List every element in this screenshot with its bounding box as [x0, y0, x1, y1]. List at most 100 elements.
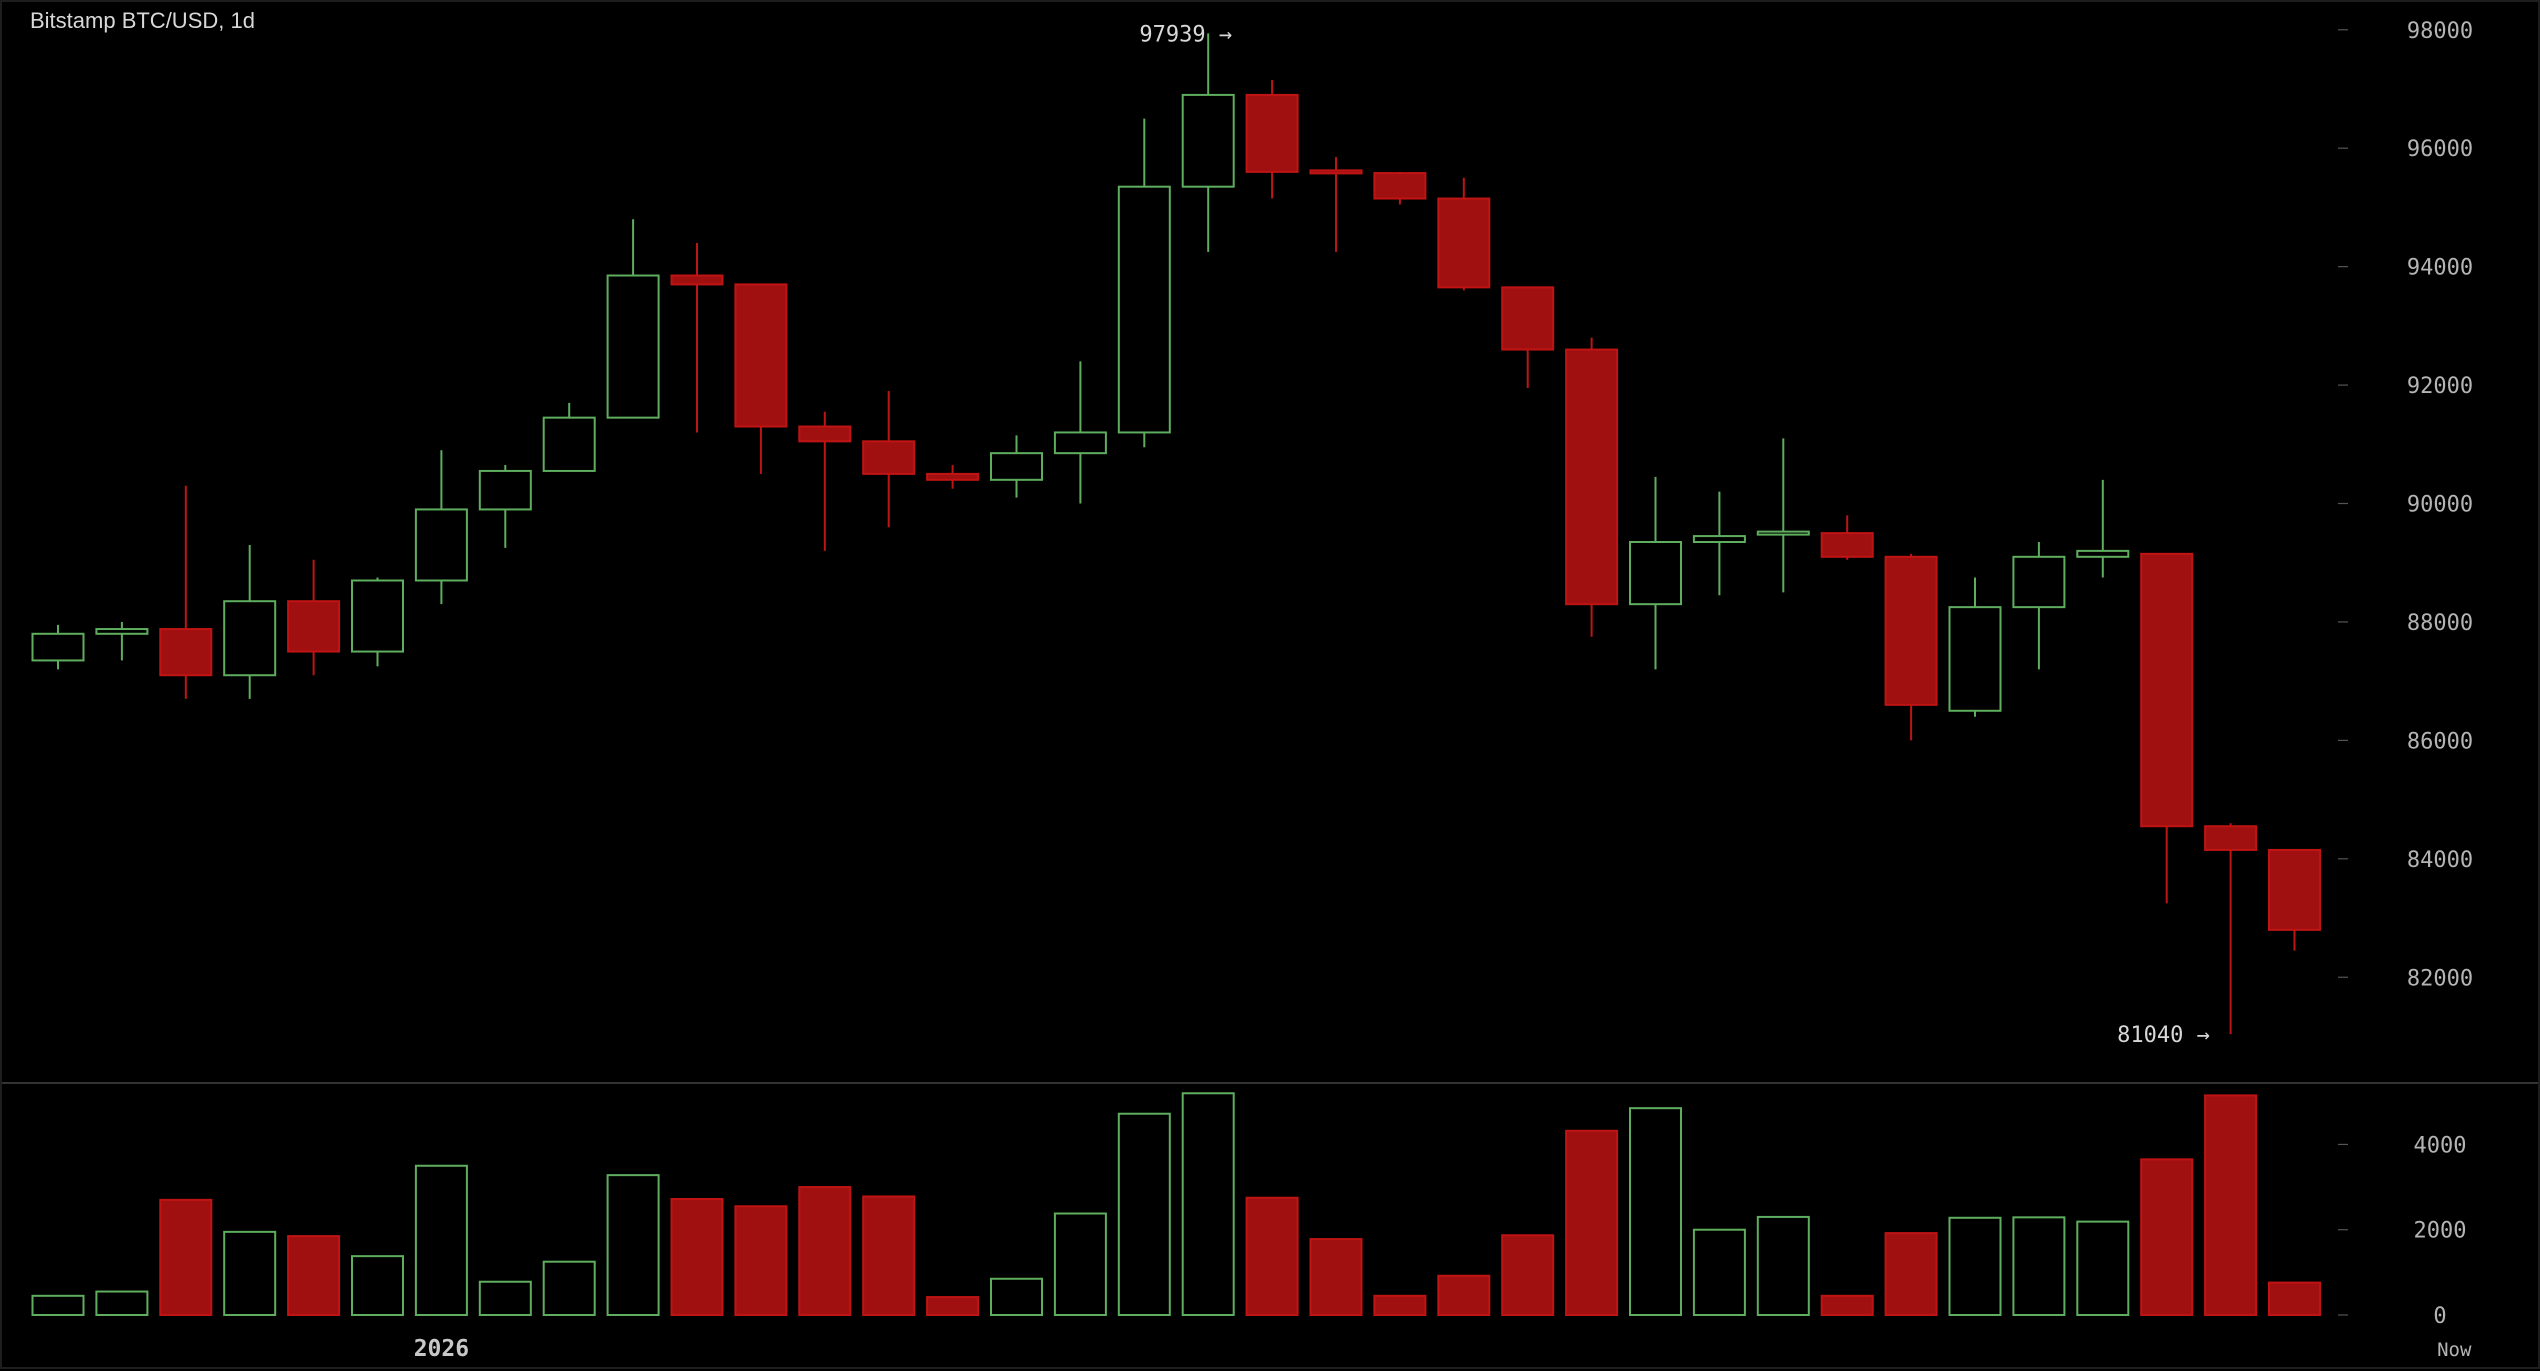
candle-body	[478, 469, 532, 511]
candle-down	[2204, 823, 2258, 1035]
candle-body	[1053, 431, 1107, 455]
candle-body	[542, 416, 596, 472]
candle-up	[542, 402, 596, 472]
volume-bar	[542, 1260, 596, 1317]
price-tick-label: 92000	[2407, 374, 2473, 399]
candle-up	[2012, 542, 2066, 670]
candle-up	[414, 450, 468, 605]
candle-body	[159, 628, 213, 677]
candle-up	[95, 621, 149, 661]
volume-bar	[2012, 1216, 2066, 1317]
volume-bar	[670, 1198, 724, 1317]
candle-body	[2204, 825, 2258, 851]
candle-up	[478, 465, 532, 548]
price-tick-label: 88000	[2407, 611, 2473, 636]
price-axis: 82000 84000 86000 88000 90000 92000 94000 96000…	[2338, 19, 2473, 991]
candle-up	[1756, 438, 1810, 593]
volume-bar	[1884, 1232, 1938, 1316]
candle-body	[2268, 848, 2321, 931]
volume-tick-label: 2000	[2414, 1219, 2467, 1244]
candle-body	[287, 600, 341, 653]
volume-bar	[1948, 1216, 2002, 1316]
candle-body	[606, 274, 660, 419]
volume-bar	[1181, 1092, 1235, 1317]
candle-body	[414, 508, 468, 582]
candle-body	[990, 452, 1043, 481]
candle-down	[2140, 552, 2194, 904]
candle-body	[1117, 185, 1171, 434]
price-tick-label: 90000	[2407, 493, 2473, 518]
time-label-now: Now	[2437, 1339, 2472, 1361]
volume-bar	[287, 1235, 341, 1316]
candle-body	[1501, 286, 1555, 351]
candle-down	[926, 465, 980, 489]
volume-bars	[31, 1092, 2321, 1317]
volume-tick-label: 4000	[2414, 1133, 2467, 1158]
candle-down	[1884, 553, 1938, 741]
volume-bar	[31, 1294, 85, 1316]
volume-bar	[926, 1296, 980, 1317]
candle-up	[2076, 479, 2130, 578]
volume-bar	[414, 1164, 468, 1317]
candle-body	[351, 579, 404, 653]
volume-bar	[1756, 1215, 1810, 1317]
volume-bar	[2076, 1220, 2130, 1317]
price-tick-label: 84000	[2407, 848, 2473, 873]
price-tick-label: 98000	[2407, 19, 2473, 44]
candle-down	[2268, 848, 2321, 951]
volume-bar	[2140, 1158, 2194, 1317]
candle-down	[862, 390, 916, 528]
candle-down	[1309, 157, 1363, 252]
volume-bar	[95, 1290, 149, 1316]
candle-up	[31, 624, 85, 670]
candle-up	[1117, 118, 1171, 448]
candle-body	[862, 440, 916, 475]
candle-body	[1884, 555, 1938, 706]
volume-bar	[1501, 1234, 1555, 1316]
price-tick-label: 96000	[2407, 137, 2473, 162]
time-label-year: 2026	[414, 1336, 469, 1362]
candle-body	[926, 472, 980, 481]
volume-bar	[606, 1174, 660, 1317]
volume-bar	[1629, 1107, 1682, 1317]
volume-bar	[1117, 1112, 1171, 1316]
candle-up	[351, 577, 404, 667]
candle-up	[606, 219, 660, 419]
price-tick-label: 94000	[2407, 256, 2473, 281]
candle-body	[2012, 555, 2066, 609]
volume-bar	[1245, 1196, 1299, 1316]
volume-bar	[2268, 1281, 2321, 1316]
candle-body	[734, 283, 788, 428]
volume-bar	[1309, 1238, 1363, 1317]
volume-bar	[478, 1280, 532, 1316]
candle-down	[1820, 515, 1874, 560]
volume-bar	[1692, 1228, 1746, 1317]
candle-up	[223, 544, 277, 699]
candle-body	[2076, 549, 2130, 558]
candle-down	[1501, 286, 1555, 389]
candle-up	[1948, 577, 2002, 717]
candle-body	[670, 274, 724, 286]
candle-up	[1053, 361, 1107, 504]
extreme-price-label: 97939 →	[1139, 22, 1232, 47]
volume-bar	[223, 1230, 277, 1316]
volume-bar	[734, 1205, 788, 1317]
candle-down	[670, 242, 724, 433]
candle-body	[1309, 169, 1363, 175]
volume-bar	[1565, 1129, 1619, 1317]
candle-down	[798, 411, 852, 551]
volume-bar	[159, 1198, 213, 1316]
candle-body	[1629, 541, 1682, 606]
volume-bar	[2204, 1094, 2258, 1317]
candle-up	[1692, 491, 1746, 596]
candle-body	[223, 600, 277, 677]
price-tick-label: 82000	[2407, 966, 2473, 991]
candle-body	[1437, 197, 1491, 289]
volume-bar	[351, 1255, 404, 1316]
candle-down	[159, 485, 213, 699]
candle-body	[1692, 535, 1746, 543]
candle-down	[734, 283, 788, 474]
candle-down	[287, 559, 341, 676]
volume-bar	[1373, 1294, 1427, 1316]
candle-up	[1629, 476, 1682, 670]
